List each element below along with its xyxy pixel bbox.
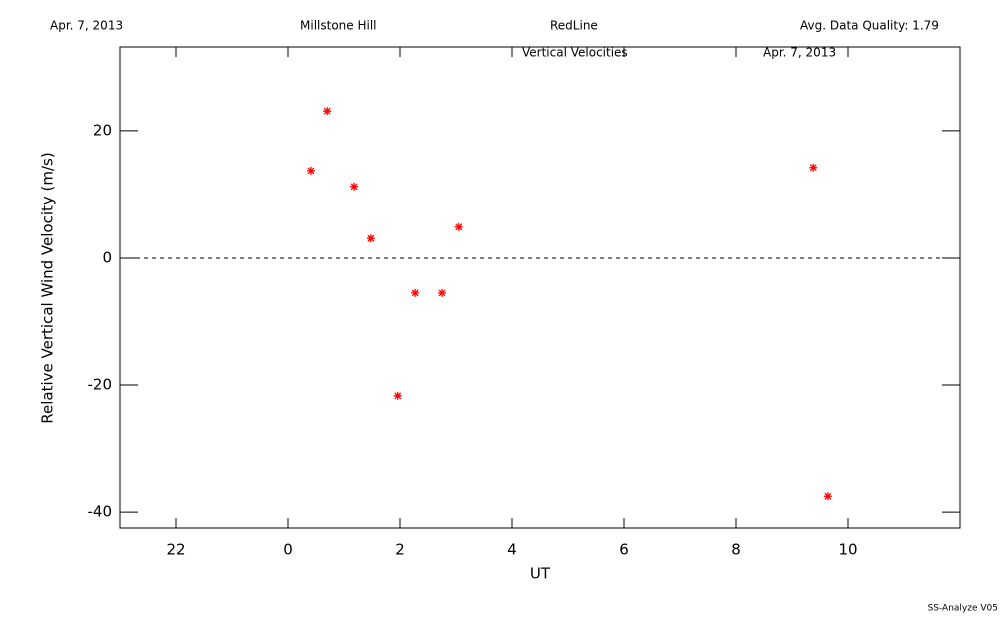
chart-subtitle: Apr. 7, 2013 (763, 46, 836, 60)
x-tick-label: 4 (507, 541, 517, 559)
header-quality: Avg. Data Quality: 1.79 (800, 19, 939, 33)
data-point (438, 288, 446, 297)
header-date: Apr. 7, 2013 (50, 19, 123, 33)
header-line: RedLine (550, 19, 598, 33)
header-site: Millstone Hill (300, 19, 376, 33)
x-tick-label: 8 (731, 541, 741, 559)
data-point (323, 107, 332, 116)
y-tick-label: -20 (88, 376, 113, 394)
data-point (366, 234, 375, 243)
x-tick-label: 22 (166, 541, 185, 559)
x-tick-label: 0 (283, 541, 293, 559)
data-point (350, 182, 359, 191)
data-point (393, 391, 402, 400)
data-point (823, 492, 832, 501)
plot-frame (119, 46, 961, 529)
footer: SS-Analyze V05 (928, 604, 998, 614)
data-point (306, 166, 315, 175)
y-tick-label: 20 (93, 121, 112, 139)
data-point (411, 288, 420, 297)
x-tick-label: 10 (838, 541, 857, 559)
chart-title: Vertical Velocities (522, 46, 628, 60)
y-tick-label: 0 (102, 248, 112, 266)
x-tick-label: 2 (395, 541, 405, 559)
x-axis-label: UT (530, 565, 551, 583)
x-tick-label: 6 (619, 541, 629, 559)
data-point (809, 163, 818, 172)
data-point (454, 222, 463, 231)
y-axis-label: Relative Vertical Wind Velocity (m/s) (39, 152, 57, 423)
y-tick-label: -40 (88, 503, 113, 521)
